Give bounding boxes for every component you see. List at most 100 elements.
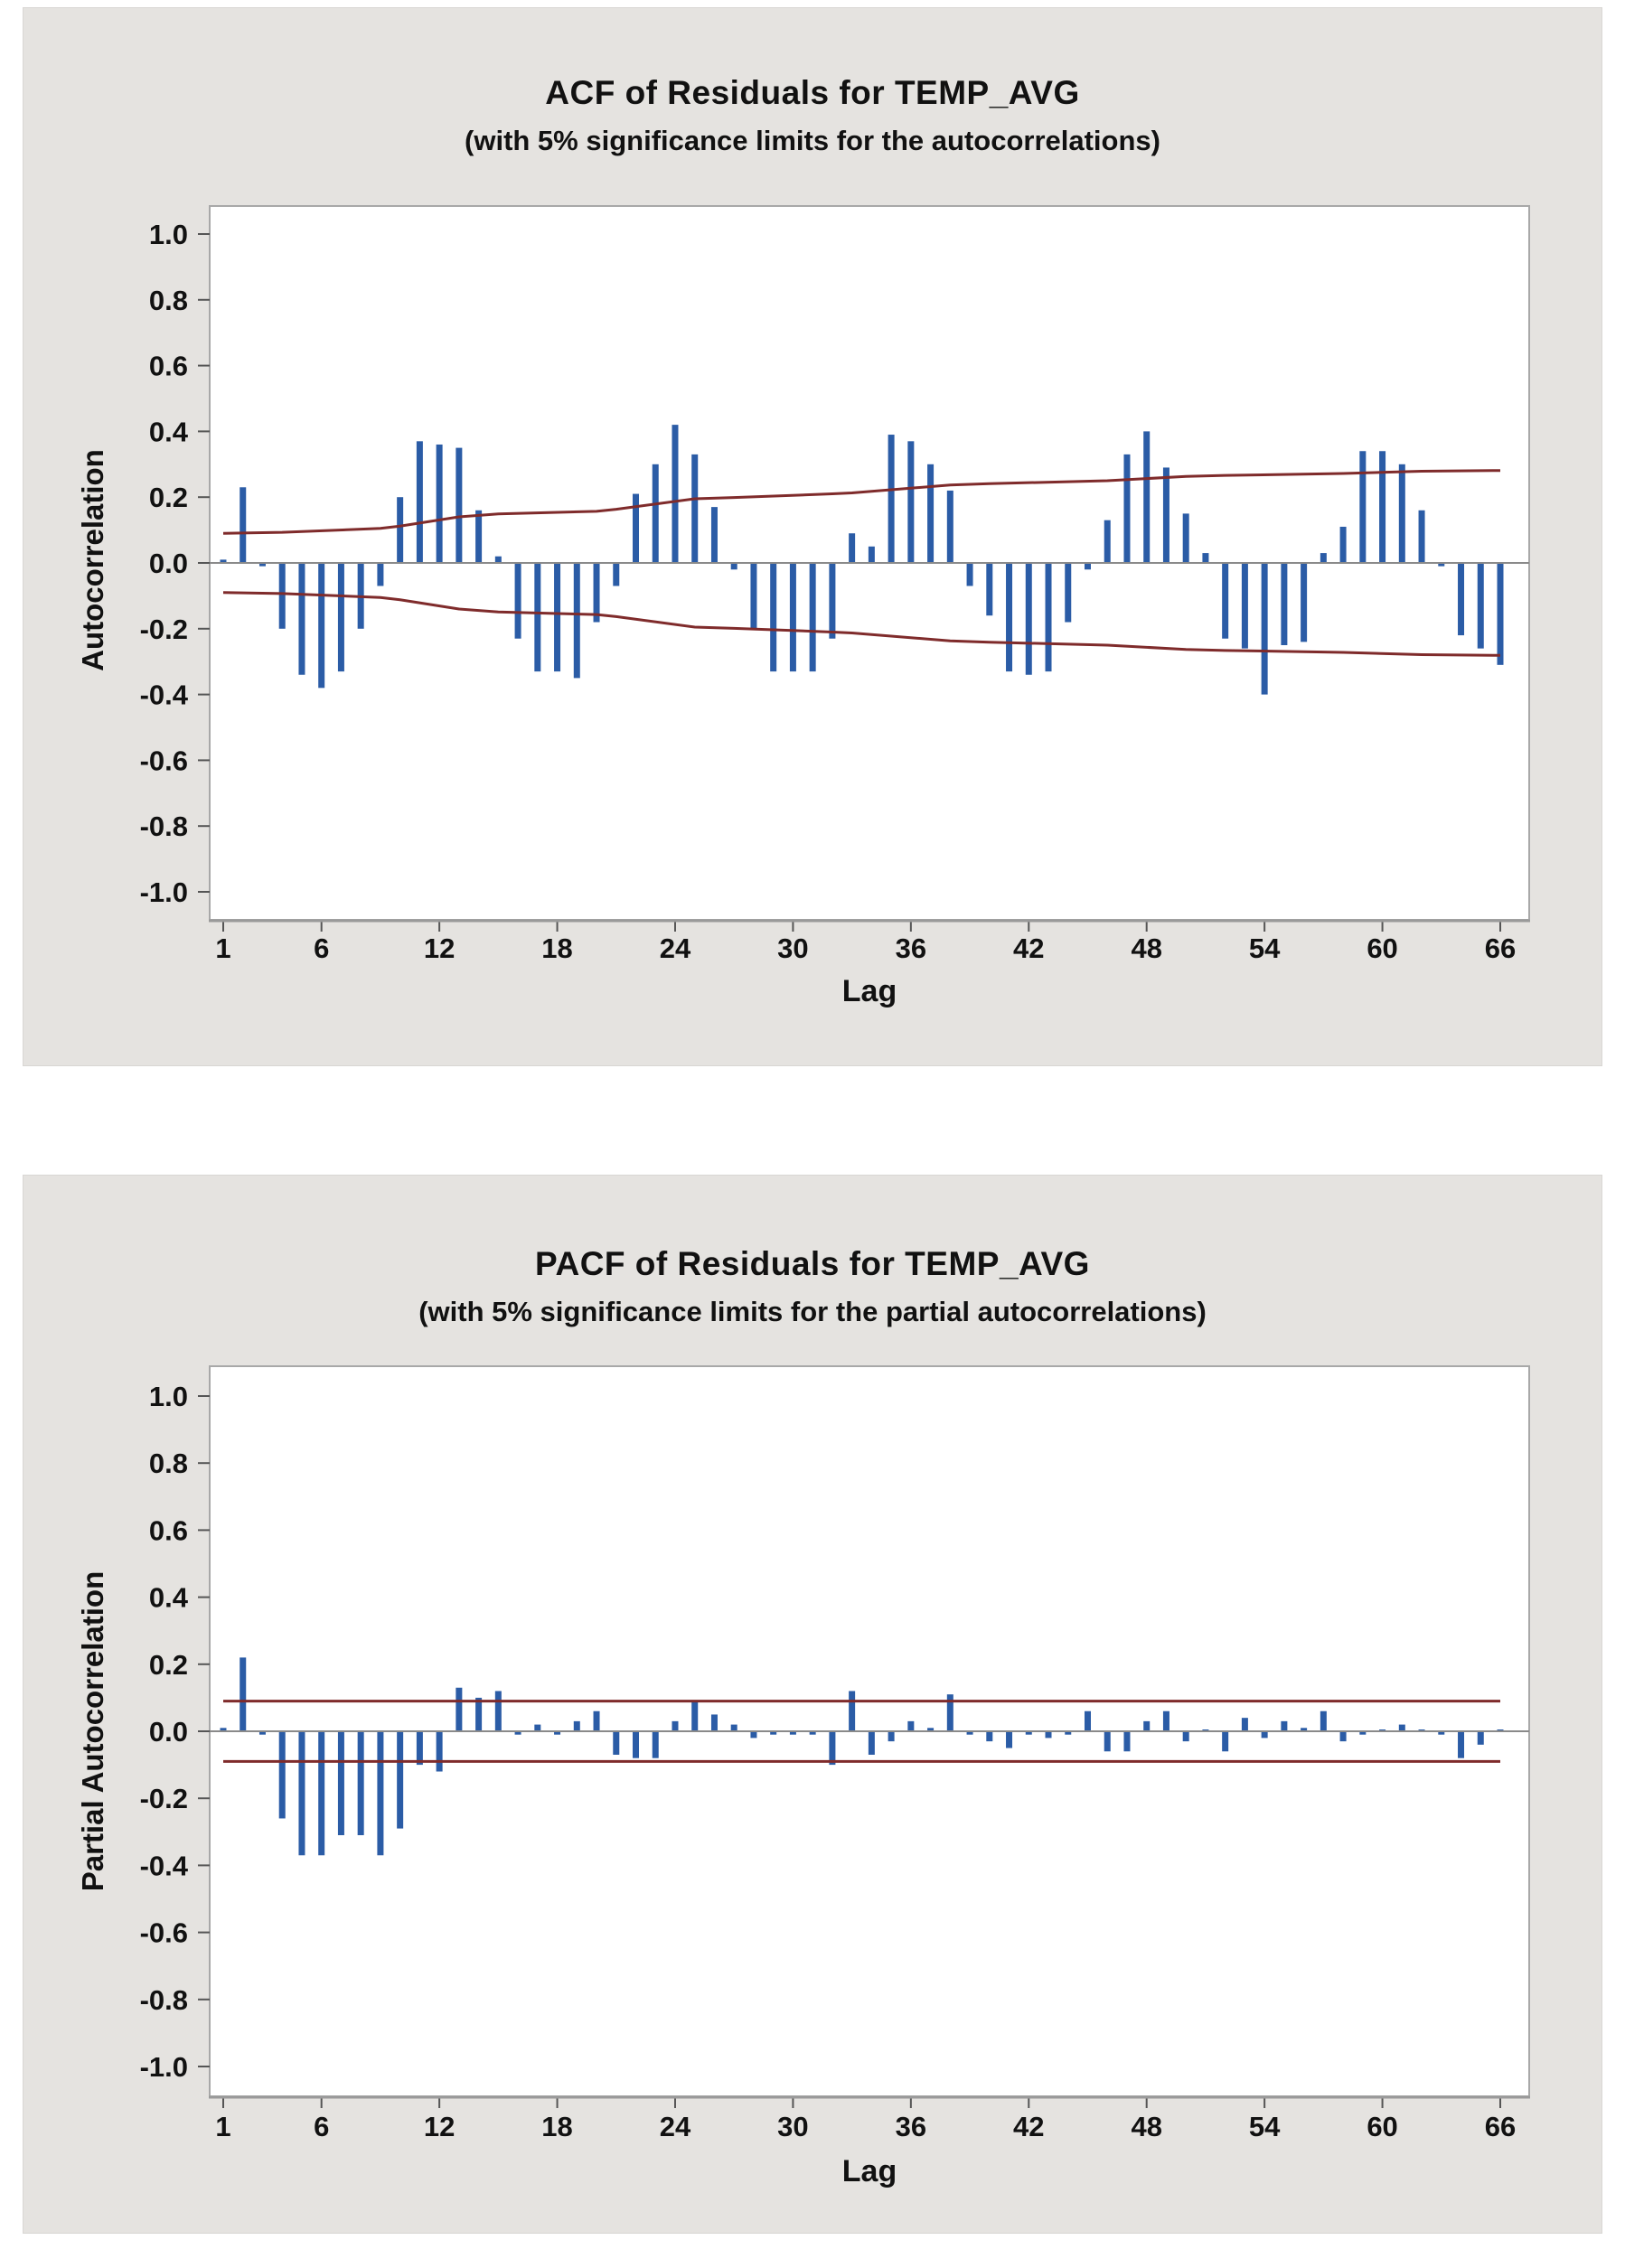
pacf-bar-lag-38 [946,1694,953,1731]
pacf-bar-lag-47 [1123,1731,1131,1752]
acf-upper-limit-line [222,469,1501,535]
acf-bar-lag-12 [436,444,443,563]
pacf-bar-lag-35 [888,1731,895,1742]
acf-bar-lag-32 [829,563,836,639]
acf-y-tick-label: 0.2 [149,482,188,513]
acf-bar-lag-57 [1320,553,1327,563]
pacf-bar-lag-15 [494,1691,502,1731]
acf-x-tick-label: 30 [777,933,808,964]
acf-chart-subtitle: (with 5% significance limits for the aut… [465,125,1160,156]
acf-bar-lag-40 [986,563,993,616]
acf-y-tick-label: 0.4 [149,416,189,447]
acf-bar-lag-43 [1045,563,1052,672]
pacf-bar-lag-14 [475,1697,483,1731]
acf-x-tick-label: 66 [1485,933,1516,964]
acf-bar-lag-21 [613,563,620,586]
acf-bar-lag-29 [770,563,777,672]
pacf-bar-lag-54 [1261,1731,1268,1738]
pacf-plot: 1.0 0.8 0.6 0.4 0.2 0.0 -0.2 -0.4 -0.6 -0.8 -1.0 1 6… [140,1365,1530,2142]
acf-y-tick-label: -0.6 [140,745,188,776]
acf-bar-lag-35 [888,435,895,563]
pacf-bar-lag-22 [633,1731,640,1758]
pacf-bar-lag-41 [1006,1731,1013,1748]
acf-chart-title: ACF of Residuals for TEMP_AVG [545,74,1080,111]
pacf-y-tick-label: -1.0 [140,2051,188,2083]
acf-x-tick-label: 60 [1367,933,1397,964]
pacf-bar-lag-48 [1143,1720,1151,1731]
acf-y-axis-label: Autocorrelation [76,449,109,671]
pacf-bar-lag-19 [573,1720,580,1731]
pacf-bar-lag-40 [986,1731,993,1742]
acf-bar-lag-49 [1162,467,1169,563]
acf-bar-lag-60 [1379,451,1386,563]
pacf-bar-lag-3 [258,1731,266,1735]
pacf-bar-lag-36 [907,1720,915,1731]
pacf-x-tick-label: 24 [660,2111,691,2142]
acf-x-tick-label: 42 [1013,933,1044,964]
acf-y-tick-label: -1.0 [140,876,188,908]
pacf-y-tick-label: 0.6 [149,1514,188,1546]
acf-bar-lag-5 [298,563,305,675]
acf-x-tick-label: 6 [314,933,329,964]
pacf-y-tick-label: -0.6 [140,1917,188,1949]
acf-bar-lag-58 [1339,526,1347,563]
pacf-x-tick-label: 30 [777,2111,808,2142]
acf-x-tick-label: 24 [660,933,691,964]
acf-y-tick-label: -0.4 [140,679,189,711]
acf-bar-lag-36 [907,441,915,563]
pacf-bar-lag-25 [691,1701,699,1731]
acf-x-axis-label: Lag [841,974,897,1008]
pacf-x-tick-label: 42 [1013,2111,1044,2142]
pacf-bar-lag-65 [1477,1731,1484,1745]
pacf-y-axis-label: Partial Autocorrelation [76,1570,109,1892]
acf-bar-lag-54 [1261,563,1268,695]
acf-bar-lag-61 [1398,464,1405,563]
acf-bar-lag-48 [1143,431,1151,563]
pacf-bar-lag-50 [1182,1731,1189,1742]
acf-bar-lag-4 [278,563,286,629]
pacf-bar-lag-34 [868,1731,875,1755]
pacf-bar-lag-42 [1025,1731,1032,1735]
pacf-y-tick-label: -0.4 [140,1850,189,1881]
acf-bar-lag-44 [1065,563,1072,623]
acf-x-tick-label: 54 [1249,933,1281,964]
acf-plot: 1.0 0.8 0.6 0.4 0.2 0.0 -0.2 -0.4 -0.6 -0.8 -1.0 1 6… [140,205,1530,964]
pacf-bar-lag-26 [710,1714,718,1731]
pacf-bar-lag-23 [652,1731,659,1758]
acf-bar-lag-19 [573,563,580,679]
acf-y-tick-label: 0.0 [149,548,188,579]
acf-bar-lag-20 [593,563,600,623]
pacf-x-tick-label: 36 [896,2111,926,2142]
acf-x-tick-label: 18 [541,933,572,964]
pacf-bar-lag-11 [416,1731,423,1766]
acf-bar-lag-45 [1084,563,1091,570]
pacf-x-tick-label: 6 [314,2111,329,2142]
acf-bar-lag-59 [1359,451,1367,563]
pacf-bar-lag-32 [829,1731,836,1766]
acf-bar-lag-30 [789,563,796,672]
pacf-bar-lag-12 [436,1731,443,1772]
pacf-y-tick-label: 1.0 [149,1381,188,1412]
acf-bar-lag-17 [534,563,541,672]
acf-lower-limit-line [222,591,1501,657]
acf-bar-lag-26 [710,507,718,563]
acf-bar-lag-11 [416,441,423,563]
acf-bar-lag-63 [1438,563,1445,567]
pacf-x-tick-label: 1 [215,2111,230,2142]
pacf-bar-lag-61 [1398,1724,1405,1731]
pacf-y-tick-label: -0.8 [140,1984,188,2016]
acf-bar-lag-25 [691,454,699,563]
pacf-bar-lag-63 [1438,1731,1445,1735]
acf-bar-lag-53 [1241,563,1248,649]
pacf-bar-lag-17 [534,1724,541,1731]
acf-x-tick-label: 12 [424,933,455,964]
acf-bar-lag-23 [652,464,659,563]
pacf-x-tick-label: 12 [424,2111,455,2142]
acf-bar-lag-33 [849,533,856,563]
acf-bar-lag-6 [318,563,325,689]
acf-bar-lag-9 [377,563,384,586]
pacf-bar-lag-44 [1065,1731,1072,1735]
pacf-bar-lag-37 [927,1728,935,1731]
pacf-bar-lag-52 [1222,1731,1229,1752]
pacf-bar-lag-64 [1458,1731,1465,1758]
